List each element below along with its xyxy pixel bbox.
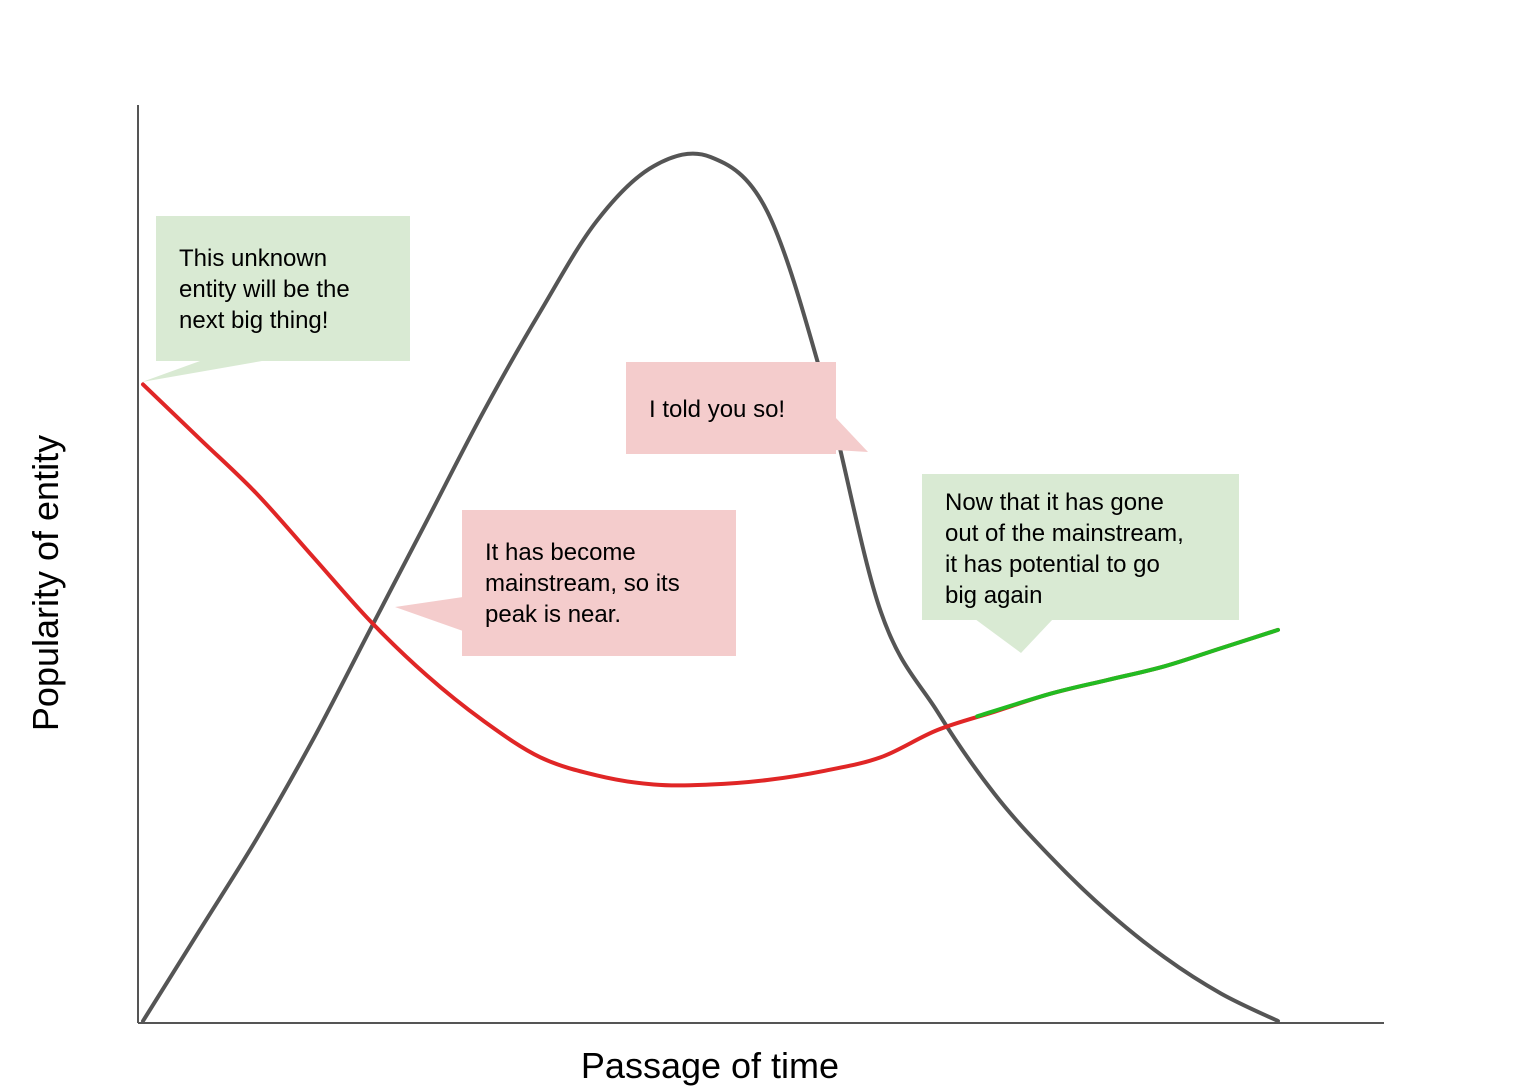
- series-line-mainstream-popularity: [141, 151, 1280, 1023]
- callout-peak-is-near: It has become mainstream, so its peak is…: [395, 510, 736, 656]
- callout-line: It has become: [485, 539, 636, 566]
- callout-line: mainstream, so its: [485, 570, 680, 597]
- callout-line: next big thing!: [179, 307, 328, 334]
- callout-text: It has become mainstream, so its peak is…: [485, 539, 686, 628]
- callout-tail: [142, 361, 262, 382]
- callout-line: This unknown: [179, 245, 327, 272]
- callout-tail: [395, 597, 463, 631]
- callout-line: it has potential to go: [945, 551, 1160, 578]
- callout-line: Now that it has gone: [945, 489, 1164, 516]
- callout-box: [922, 474, 1239, 620]
- series-line-comeback-potential: [975, 627, 1280, 719]
- callout-text: This unknown entity will be the next big…: [179, 245, 356, 334]
- callout-told-you-so: I told you so!: [626, 362, 868, 454]
- callout-next-big-thing: This unknown entity will be the next big…: [142, 216, 410, 382]
- x-axis-title: Passage of time: [581, 1045, 839, 1086]
- callout-line: peak is near.: [485, 601, 621, 628]
- callout-line: I told you so!: [649, 396, 785, 423]
- callout-text: Now that it has gone out of the mainstre…: [945, 489, 1190, 609]
- callout-text: I told you so!: [649, 396, 785, 423]
- callout-line: out of the mainstream,: [945, 520, 1184, 547]
- callout-tail: [975, 619, 1053, 653]
- callout-box: [462, 510, 736, 656]
- callout-line: big again: [945, 582, 1042, 609]
- callout-box: [156, 216, 410, 361]
- callout-line: entity will be the: [179, 276, 350, 303]
- callout-tail: [835, 417, 868, 452]
- y-axis-title: Popularity of entity: [25, 435, 66, 731]
- callout-go-big-again: Now that it has gone out of the mainstre…: [922, 474, 1239, 653]
- callout-box: [626, 362, 836, 454]
